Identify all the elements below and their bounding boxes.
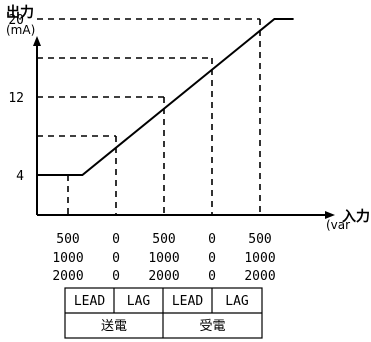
- x-axis-arrow-icon: [325, 211, 335, 219]
- x-scale-label-r0-c0: 500: [56, 232, 79, 247]
- x-scale-label-r0-c2: 500: [152, 232, 175, 247]
- x-axis-label: 入力: [342, 208, 370, 225]
- x-scale-label-r2-c1: 0: [112, 269, 120, 284]
- y-axis-arrow-icon: [33, 36, 41, 46]
- x-scale-label-r0-c3: 0: [208, 232, 216, 247]
- x-scale-label-r2-c3: 0: [208, 269, 216, 284]
- x-axis-unit: (var: [326, 218, 350, 232]
- x-scale-label-r1-c1: 0: [112, 251, 120, 266]
- x-scale-labels: 500 0 500 0 500 1000 0 1000 0 1000 2000 0 2000 0 2000: [52, 232, 275, 284]
- table-cell-lag-3: LAG: [225, 294, 249, 309]
- y-tick-label-4: 4: [16, 169, 24, 184]
- y-tick-labels: 20 12 4: [8, 13, 24, 184]
- x-scale-label-r1-c4: 1000: [244, 251, 275, 266]
- table-cell-lead-2: LEAD: [172, 294, 203, 309]
- x-scale-label-r1-c2: 1000: [148, 251, 179, 266]
- x-scale-label-r0-c4: 500: [248, 232, 271, 247]
- table-cell-lag-1: LAG: [127, 294, 151, 309]
- table-group-1: 受電: [199, 319, 225, 334]
- y-axis-unit: (mA): [6, 23, 35, 37]
- x-scale-label-r2-c2: 2000: [148, 269, 179, 284]
- table-group-0: 送電: [101, 319, 127, 334]
- x-scale-label-r1-c3: 0: [208, 251, 216, 266]
- y-axis-label: 出力: [6, 4, 34, 21]
- table-cell-lead-0: LEAD: [74, 294, 105, 309]
- y-tick-label-20: 20: [8, 13, 24, 28]
- y-tick-label-12: 12: [8, 91, 24, 106]
- series-line-0: [68, 18, 294, 176]
- x-scale-label-r2-c0: 2000: [52, 269, 83, 284]
- series-lines: [37, 18, 294, 176]
- x-scale-label-r2-c4: 2000: [244, 269, 275, 284]
- x-scale-label-r0-c1: 0: [112, 232, 120, 247]
- guide-lines: [37, 18, 261, 215]
- x-scale-label-r1-c0: 1000: [52, 251, 83, 266]
